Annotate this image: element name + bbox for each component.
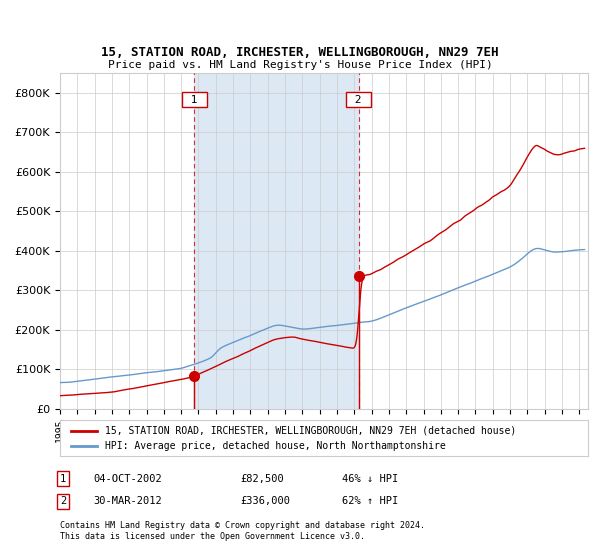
Text: Price paid vs. HM Land Registry's House Price Index (HPI): Price paid vs. HM Land Registry's House … — [107, 60, 493, 70]
Text: 04-OCT-2002: 04-OCT-2002 — [93, 474, 162, 484]
Text: 30-MAR-2012: 30-MAR-2012 — [93, 496, 162, 506]
Text: 2: 2 — [60, 496, 66, 506]
Bar — [194, 73, 359, 409]
Text: 1: 1 — [184, 95, 204, 105]
Text: HPI: Average price, detached house, North Northamptonshire: HPI: Average price, detached house, Nort… — [105, 441, 446, 451]
Text: 15, STATION ROAD, IRCHESTER, WELLINGBOROUGH, NN29 7EH (detached house): 15, STATION ROAD, IRCHESTER, WELLINGBORO… — [105, 426, 516, 436]
Text: Contains HM Land Registry data © Crown copyright and database right 2024.: Contains HM Land Registry data © Crown c… — [60, 521, 425, 530]
Text: 2: 2 — [349, 95, 369, 105]
Text: 1: 1 — [60, 474, 66, 484]
Text: This data is licensed under the Open Government Licence v3.0.: This data is licensed under the Open Gov… — [60, 532, 365, 541]
Text: £336,000: £336,000 — [240, 496, 290, 506]
Text: 62% ↑ HPI: 62% ↑ HPI — [342, 496, 398, 506]
Text: 46% ↓ HPI: 46% ↓ HPI — [342, 474, 398, 484]
Text: 15, STATION ROAD, IRCHESTER, WELLINGBOROUGH, NN29 7EH: 15, STATION ROAD, IRCHESTER, WELLINGBORO… — [101, 46, 499, 59]
Text: £82,500: £82,500 — [240, 474, 284, 484]
